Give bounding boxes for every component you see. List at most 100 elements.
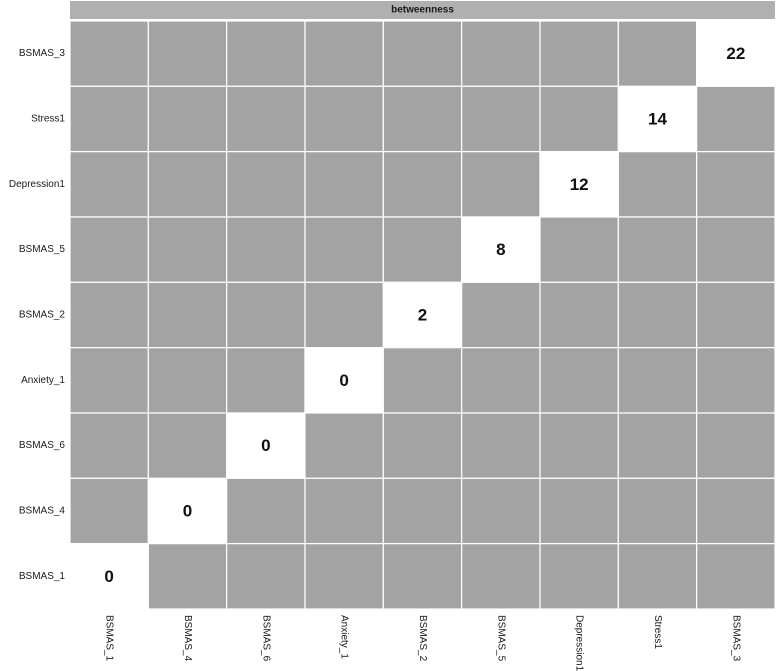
heatmap-cell <box>147 477 228 545</box>
heatmap-cell <box>147 216 228 283</box>
heatmap-cell <box>382 85 463 153</box>
heatmap-cell <box>69 281 149 349</box>
y-axis-tick-labels: BSMAS_3 Stress1 Depression1 BSMAS_5 BSMAS_2 A… <box>9 48 66 582</box>
heatmap-cell <box>617 20 698 87</box>
y-tick-label: BSMAS_6 <box>19 440 66 451</box>
heatmap-cell <box>539 543 619 610</box>
y-tick-label: BSMAS_5 <box>19 244 66 255</box>
heatmap-cell <box>304 477 384 545</box>
heatmap-cell <box>226 85 306 153</box>
x-tick-label: BSMAS_2 <box>417 615 428 662</box>
heatmap-cell <box>461 216 541 283</box>
y-tick-label: BSMAS_3 <box>19 48 66 59</box>
heatmap-cell <box>382 216 463 283</box>
heatmap-cell <box>304 216 384 283</box>
heatmap-cell <box>461 543 541 610</box>
heatmap-cell <box>617 543 698 610</box>
cell-value-label: 0 <box>339 371 348 390</box>
y-tick-label: Stress1 <box>31 114 65 125</box>
heatmap-cell <box>617 412 698 479</box>
heatmap-cell <box>226 216 306 283</box>
heatmap-cell <box>382 20 463 87</box>
heatmap-cell <box>617 151 698 218</box>
heatmap-cell <box>696 477 776 545</box>
facet-strip-title: betweenness <box>391 5 454 16</box>
heatmap-cell <box>226 347 306 414</box>
heatmap-cell <box>696 347 776 414</box>
heatmap-cell <box>69 216 149 283</box>
heatmap-cell <box>69 20 149 87</box>
cell-value-label: 12 <box>570 175 589 194</box>
heatmap-cell <box>461 281 541 349</box>
heatmap-cell <box>226 20 306 87</box>
heatmap-cell <box>226 477 306 545</box>
cell-value-label: 0 <box>104 567 113 586</box>
heatmap-cell <box>696 216 776 283</box>
heatmap-cell <box>539 347 619 414</box>
heatmap-cell <box>617 477 698 545</box>
heatmap-cell <box>226 281 306 349</box>
x-axis-tick-labels: BSMAS_1 BSMAS_4 BSMAS_6 Anxiety_1 BSMAS_2 BSM… <box>104 615 742 671</box>
cell-value-label: 0 <box>183 502 192 521</box>
heatmap-cell <box>617 347 698 414</box>
heatmap-cell <box>304 151 384 218</box>
heatmap-cell <box>69 85 149 153</box>
x-tick-label: Anxiety_1 <box>339 615 350 659</box>
heatmap-cell <box>539 20 619 87</box>
heatmap-cell <box>147 412 228 479</box>
heatmap-cell <box>539 151 619 218</box>
heatmap-cell <box>382 412 463 479</box>
heatmap-cell <box>69 151 149 218</box>
heatmap-cell <box>461 477 541 545</box>
y-tick-label: Depression1 <box>9 179 66 190</box>
facet-strip: betweenness <box>70 1 775 19</box>
heatmap-cell <box>69 412 149 479</box>
heatmap-cell <box>147 347 228 414</box>
heatmap-cell <box>461 151 541 218</box>
heatmap-cell <box>147 85 228 153</box>
heatmap-cell <box>304 281 384 349</box>
heatmap-cell <box>69 347 149 414</box>
x-tick-label: BSMAS_3 <box>730 615 741 662</box>
heatmap-cell <box>304 412 384 479</box>
heatmap-cell <box>304 543 384 610</box>
heatmap-cell <box>304 20 384 87</box>
cell-value-label: 2 <box>418 306 427 325</box>
x-tick-label: BSMAS_5 <box>495 615 506 662</box>
heatmap-cell <box>226 543 306 610</box>
heatmap-cell <box>382 477 463 545</box>
heatmap-cell <box>382 347 463 414</box>
heatmap-cell <box>226 151 306 218</box>
x-tick-label: Depression1 <box>574 615 585 671</box>
x-tick-label: BSMAS_4 <box>182 615 193 662</box>
heatmap-cell <box>539 412 619 479</box>
y-tick-label: BSMAS_1 <box>19 571 66 582</box>
heatmap-cell <box>696 412 776 479</box>
y-tick-label: BSMAS_2 <box>19 310 66 321</box>
heatmap-cell <box>539 281 619 349</box>
x-tick-label: BSMAS_1 <box>104 615 115 662</box>
heatmap-cells <box>69 20 776 610</box>
heatmap-cell <box>539 216 619 283</box>
heatmap-cell <box>69 543 149 610</box>
heatmap-cell <box>696 151 776 218</box>
x-tick-label: Stress1 <box>652 615 663 649</box>
heatmap-cell <box>696 85 776 153</box>
heatmap-cell <box>617 216 698 283</box>
y-tick-label: Anxiety_1 <box>21 375 65 386</box>
heatmap-cell <box>304 85 384 153</box>
heatmap-cell <box>147 20 228 87</box>
heatmap-cell <box>461 347 541 414</box>
y-tick-label: BSMAS_4 <box>19 506 66 517</box>
heatmap-cell <box>382 281 463 349</box>
heatmap-cell <box>69 477 149 545</box>
heatmap-cell <box>461 20 541 87</box>
heatmap-cell <box>461 412 541 479</box>
heatmap-cell <box>696 543 776 610</box>
heatmap-cell <box>147 281 228 349</box>
cell-value-labels: 22 14 12 8 2 0 0 0 0 <box>104 44 745 586</box>
heatmap-cell <box>539 477 619 545</box>
heatmap-cell <box>461 85 541 153</box>
facet-strip-background <box>70 1 775 19</box>
